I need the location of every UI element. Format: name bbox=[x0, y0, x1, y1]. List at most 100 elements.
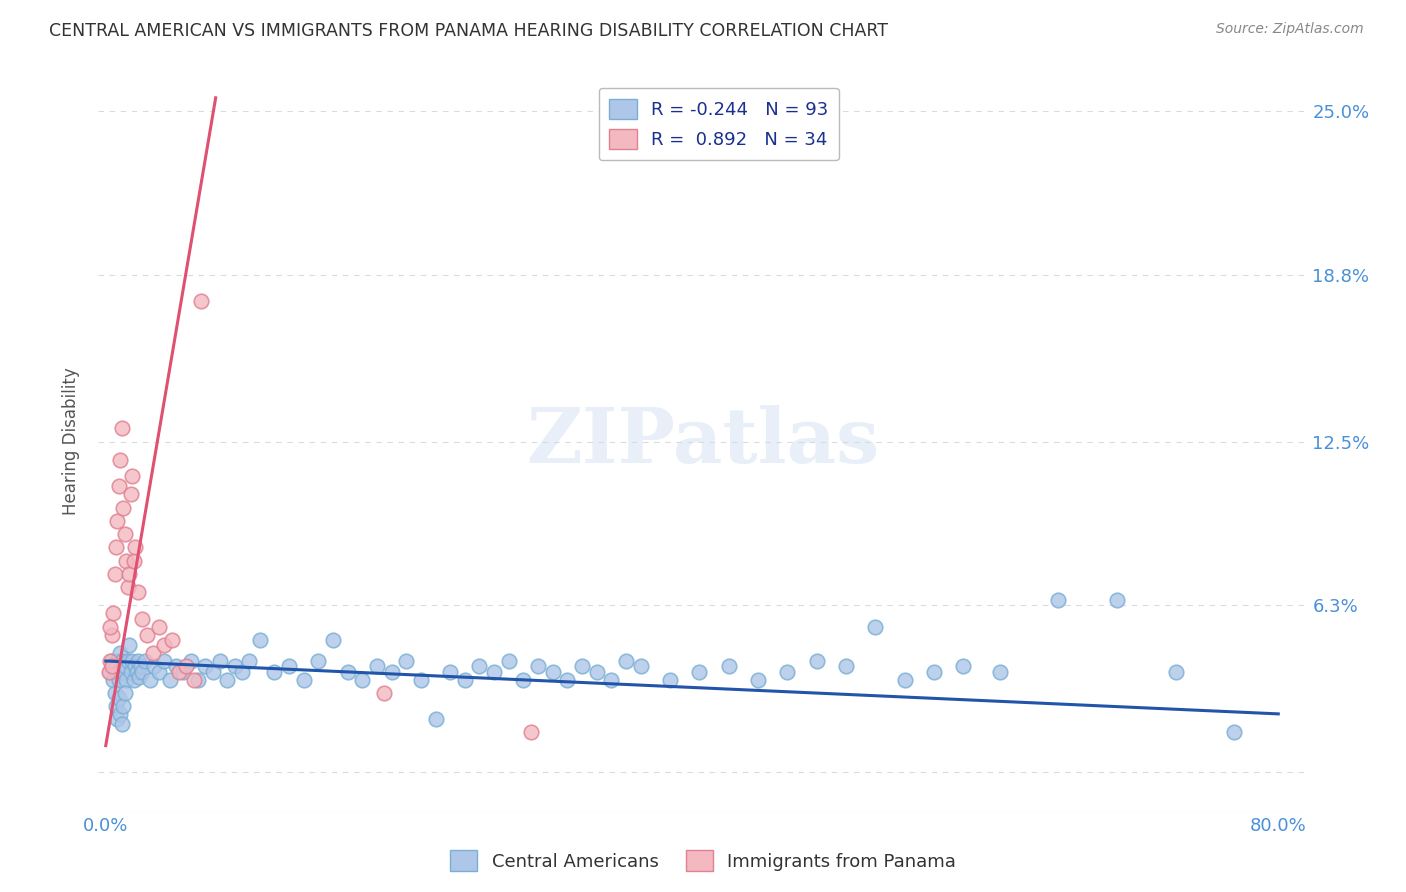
Point bbox=[209, 654, 232, 668]
Point bbox=[101, 673, 124, 687]
Point bbox=[835, 659, 858, 673]
Point bbox=[114, 527, 136, 541]
Text: Source: ZipAtlas.com: Source: ZipAtlas.com bbox=[1216, 22, 1364, 37]
Point bbox=[183, 673, 205, 687]
Point bbox=[111, 654, 134, 668]
Point bbox=[557, 673, 579, 687]
Point bbox=[103, 566, 125, 581]
Point bbox=[952, 659, 974, 673]
Point bbox=[134, 654, 156, 668]
Point bbox=[148, 665, 170, 679]
Point bbox=[512, 673, 534, 687]
Point bbox=[121, 654, 143, 668]
Point bbox=[100, 627, 122, 641]
Point bbox=[1047, 593, 1070, 607]
Point bbox=[498, 654, 520, 668]
Point bbox=[127, 654, 149, 668]
Point bbox=[153, 654, 176, 668]
Point bbox=[439, 665, 461, 679]
Point bbox=[988, 665, 1011, 679]
Point bbox=[110, 646, 132, 660]
Point bbox=[129, 659, 152, 673]
Point bbox=[187, 673, 209, 687]
Point bbox=[153, 638, 176, 652]
Point bbox=[806, 654, 828, 668]
Point bbox=[112, 665, 135, 679]
Point bbox=[231, 665, 253, 679]
Point bbox=[118, 566, 141, 581]
Point bbox=[110, 453, 132, 467]
Point bbox=[100, 659, 122, 673]
Point bbox=[172, 665, 194, 679]
Point bbox=[128, 670, 150, 684]
Point bbox=[373, 686, 395, 700]
Point bbox=[110, 706, 132, 721]
Point bbox=[107, 654, 129, 668]
Point bbox=[98, 620, 121, 634]
Point bbox=[922, 665, 945, 679]
Point bbox=[125, 665, 148, 679]
Point bbox=[160, 632, 183, 647]
Point bbox=[322, 632, 344, 647]
Point bbox=[165, 659, 187, 673]
Point bbox=[482, 665, 505, 679]
Point bbox=[118, 638, 141, 652]
Legend: Central Americans, Immigrants from Panama: Central Americans, Immigrants from Panam… bbox=[443, 843, 963, 879]
Point bbox=[292, 673, 315, 687]
Point bbox=[108, 691, 131, 706]
Point bbox=[863, 620, 886, 634]
Point bbox=[520, 725, 543, 739]
Point bbox=[747, 673, 769, 687]
Point bbox=[98, 654, 121, 668]
Point bbox=[107, 712, 129, 726]
Point bbox=[366, 659, 388, 673]
Point bbox=[115, 673, 138, 687]
Legend: R = -0.244   N = 93, R =  0.892   N = 34: R = -0.244 N = 93, R = 0.892 N = 34 bbox=[599, 87, 839, 161]
Point bbox=[1105, 593, 1128, 607]
Point bbox=[717, 659, 740, 673]
Point bbox=[135, 627, 157, 641]
Point bbox=[217, 673, 239, 687]
Point bbox=[138, 673, 160, 687]
Point bbox=[352, 673, 374, 687]
Point bbox=[107, 514, 129, 528]
Point bbox=[124, 541, 146, 555]
Point bbox=[527, 659, 550, 673]
Point bbox=[238, 654, 260, 668]
Point bbox=[176, 659, 198, 673]
Point bbox=[112, 500, 135, 515]
Point bbox=[201, 665, 224, 679]
Point bbox=[249, 632, 271, 647]
Point bbox=[454, 673, 477, 687]
Point bbox=[167, 665, 190, 679]
Point bbox=[630, 659, 652, 673]
Point bbox=[600, 673, 623, 687]
Y-axis label: Hearing Disability: Hearing Disability bbox=[62, 368, 80, 516]
Point bbox=[105, 665, 128, 679]
Point bbox=[131, 612, 153, 626]
Point bbox=[468, 659, 491, 673]
Point bbox=[194, 659, 217, 673]
Point bbox=[114, 686, 136, 700]
Point bbox=[776, 665, 799, 679]
Point bbox=[571, 659, 593, 673]
Point bbox=[159, 673, 181, 687]
Point bbox=[659, 673, 682, 687]
Point bbox=[111, 717, 134, 731]
Point bbox=[224, 659, 246, 673]
Point bbox=[541, 665, 564, 679]
Point bbox=[336, 665, 359, 679]
Point bbox=[103, 659, 125, 673]
Point bbox=[263, 665, 285, 679]
Point bbox=[122, 673, 145, 687]
Point bbox=[148, 620, 170, 634]
Text: ZIPatlas: ZIPatlas bbox=[526, 405, 880, 478]
Point bbox=[103, 686, 125, 700]
Point bbox=[425, 712, 447, 726]
Point bbox=[142, 646, 165, 660]
Point bbox=[307, 654, 329, 668]
Point bbox=[1223, 725, 1246, 739]
Point bbox=[98, 665, 121, 679]
Point bbox=[688, 665, 710, 679]
Point bbox=[105, 698, 128, 713]
